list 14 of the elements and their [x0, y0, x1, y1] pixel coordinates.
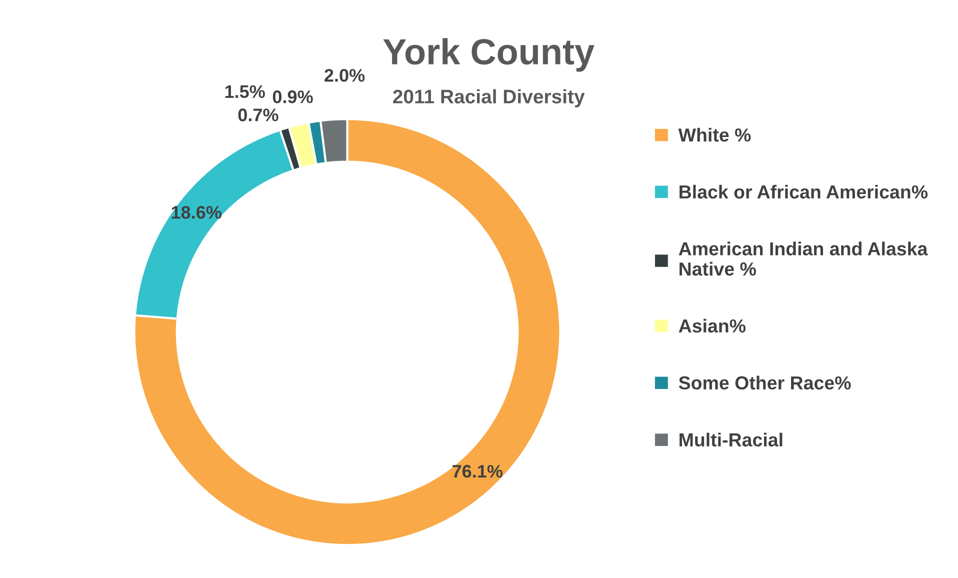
data-label: 2.0%	[324, 68, 365, 82]
chart-title: York County	[383, 38, 594, 72]
data-label: 0.9%	[272, 90, 313, 104]
data-label: 76.1%	[452, 464, 503, 478]
data-label: 18.6%	[172, 206, 222, 219]
legend-label: American Indian and Alaska Native %	[678, 242, 928, 276]
text: 2011 Racial Diversity	[393, 89, 585, 108]
legend-label: Asian%	[678, 318, 746, 333]
legend-label: Some Other Race%	[678, 376, 851, 390]
data-label: 1.5%	[225, 85, 265, 98]
legend-label: Black or African American%	[680, 184, 928, 199]
legend-label: White %	[678, 128, 751, 142]
data-label: 0.7%	[238, 108, 278, 122]
legend-label: Multi-Racial	[680, 432, 782, 447]
